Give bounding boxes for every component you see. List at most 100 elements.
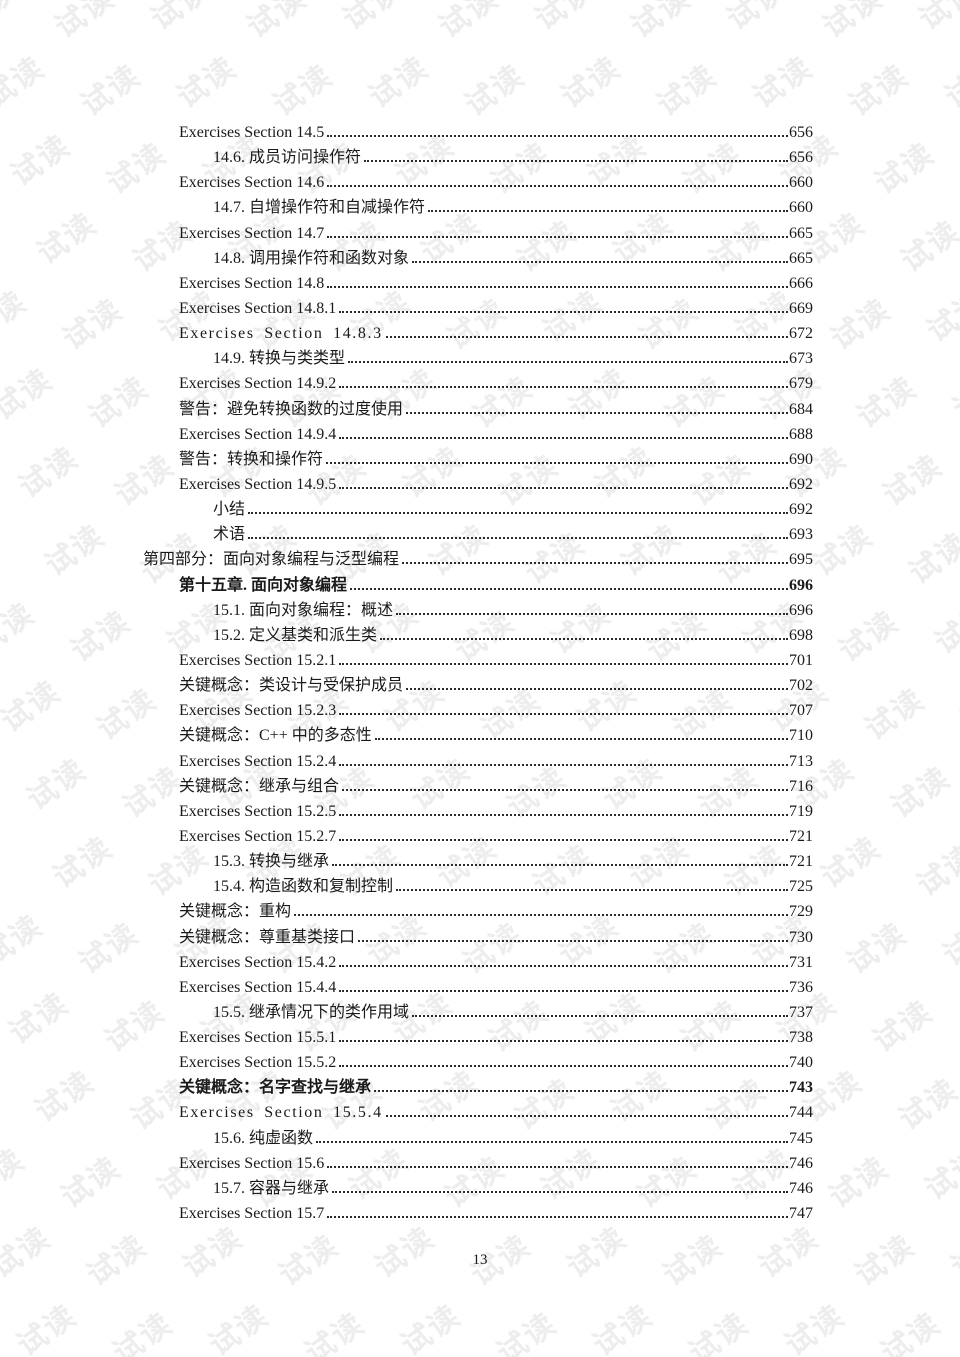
watermark-text: 试读 (171, 50, 243, 115)
toc-entry-page: 696 (789, 576, 813, 594)
toc-entry-page: 721 (789, 827, 813, 845)
toc-entry-label: 关键概念：类设计与受保护成员 (179, 677, 404, 695)
toc-entry-page: 729 (789, 903, 813, 921)
dot-leader (327, 235, 788, 238)
watermark-text: 试读 (779, 1298, 851, 1357)
toc-entry: 关键概念：C++ 中的多态性 710 (143, 723, 813, 748)
dot-leader (348, 361, 788, 364)
dot-leader (358, 939, 788, 942)
toc-entry-label: 第四部分：面向对象编程与泛型编程 (143, 551, 400, 569)
toc-entry: Exercises Section 14.9.2 679 (143, 371, 813, 396)
toc-entry-page: 716 (789, 777, 813, 795)
watermark-text: 试读 (867, 994, 939, 1059)
toc-entry: 14.6. 成员访问操作符 656 (143, 145, 813, 170)
toc-entry-label: 14.9. 转换与类类型 (213, 350, 346, 368)
toc-entry: 15.1. 面向对象编程：概述 696 (143, 598, 813, 623)
toc-entry-label: 14.7. 自增操作符和自减操作符 (213, 199, 426, 217)
toc-entry-page: 736 (789, 978, 813, 996)
watermark-text: 试读 (683, 1306, 755, 1357)
watermark-text: 试读 (529, 0, 601, 37)
toc-entry-label: 15.5. 继承情况下的类作用域 (213, 1003, 410, 1021)
toc-entry: Exercises Section 14.5 656 (143, 120, 813, 145)
toc-entry-page: 725 (789, 878, 813, 896)
toc-entry-label: 14.8. 调用操作符和函数对象 (213, 249, 410, 267)
toc-entry-label: 15.2. 定义基类和派生类 (213, 626, 378, 644)
watermark-text: 试读 (0, 908, 49, 973)
watermark-text: 试读 (337, 0, 409, 37)
watermark-text: 试读 (929, 596, 960, 661)
toc-entry-page: 721 (789, 853, 813, 871)
toc-entry-label: 15.4. 构造函数和复制控制 (213, 878, 394, 896)
toc-entry-page: 684 (789, 400, 813, 418)
toc-entry-label: 15.3. 转换与继承 (213, 853, 330, 871)
toc-entry-page: 731 (789, 953, 813, 971)
toc-entry-page: 738 (789, 1029, 813, 1047)
toc-entry: 术语 693 (143, 522, 813, 547)
watermark-text: 试读 (203, 1298, 275, 1357)
toc-entry-label: Exercises Section 14.6 (179, 174, 325, 192)
watermark-text: 试读 (363, 50, 435, 115)
toc-entry-label: 小结 (213, 501, 246, 519)
dot-leader (339, 1065, 788, 1068)
dot-leader (332, 1190, 788, 1193)
watermark-text: 试读 (555, 50, 627, 115)
watermark-text: 试读 (491, 1306, 563, 1357)
toc-entry: 15.5. 继承情况下的类作用域 737 (143, 1000, 813, 1025)
watermark-text: 试读 (0, 1142, 31, 1207)
toc-entry-page: 695 (789, 551, 813, 569)
toc-entry: Exercises Section 15.7 747 (143, 1201, 813, 1226)
toc-entry-label: Exercises Section 15.2.7 (179, 827, 337, 845)
toc-entry-label: Exercises Section 15.5.1 (179, 1029, 337, 1047)
dot-leader (326, 461, 788, 464)
toc-entry-label: Exercises Section 14.8.1 (179, 299, 337, 317)
toc-entry-label: Exercises Section 15.2.5 (179, 802, 337, 820)
dot-leader (316, 1140, 788, 1143)
dot-leader (327, 135, 788, 137)
dot-leader (327, 185, 788, 188)
toc-entry: Exercises Section 15.2.7 721 (143, 824, 813, 849)
toc-entry: Exercises Section 14.8.3 672 (143, 321, 813, 346)
dot-leader (248, 537, 788, 540)
watermark-text: 试读 (625, 0, 697, 45)
watermark-text: 试读 (49, 0, 121, 45)
toc-entry-page: 660 (789, 174, 813, 192)
dot-leader (327, 1216, 788, 1219)
toc-entry: Exercises Section 15.4.2 731 (143, 950, 813, 975)
watermark-text: 试读 (75, 58, 147, 123)
watermark-text: 试读 (893, 1072, 960, 1137)
toc-entry-page: 730 (789, 928, 813, 946)
toc-entry-page: 672 (789, 325, 813, 343)
toc-entry-page: 747 (789, 1205, 813, 1223)
watermark-text: 试读 (587, 1298, 659, 1357)
toc-entry: Exercises Section 15.2.5 719 (143, 799, 813, 824)
toc-entry: Exercises Section 14.9.5 692 (143, 472, 813, 497)
watermark-text: 试读 (73, 916, 145, 981)
toc-entry: 关键概念：重构 729 (143, 899, 813, 924)
dot-leader (396, 612, 788, 615)
watermark-text: 试读 (31, 206, 103, 271)
watermark-text: 试读 (55, 1150, 127, 1215)
watermark-text: 试读 (21, 752, 93, 817)
dot-leader (412, 260, 788, 263)
toc-entry-label: 术语 (213, 526, 246, 544)
dot-leader (339, 1040, 788, 1043)
dot-leader (339, 310, 788, 313)
watermark-text: 试读 (815, 830, 887, 895)
toc-entry: 关键概念：类设计与受保护成员 702 (143, 673, 813, 698)
dot-leader (339, 763, 788, 766)
watermark-text: 试读 (57, 292, 129, 357)
watermark-text: 试读 (0, 596, 41, 661)
watermark-text: 试读 (823, 1150, 895, 1215)
dot-leader (374, 738, 788, 741)
watermark-text: 试读 (895, 214, 960, 279)
toc-entry-page: 707 (789, 702, 813, 720)
dot-leader (339, 838, 788, 841)
toc-entry-label: 15.1. 面向对象编程：概述 (213, 601, 394, 619)
toc-entry-page: 666 (789, 274, 813, 292)
watermark-text: 试读 (833, 604, 905, 669)
toc-entry-page: 746 (789, 1154, 813, 1172)
toc-entry-label: Exercises Section 15.2.3 (179, 702, 337, 720)
toc-entry-page: 702 (789, 677, 813, 695)
toc-entry-label: Exercises Section 15.5.4 (179, 1104, 383, 1122)
toc-entry-label: Exercises Section 14.8.3 (179, 325, 383, 343)
